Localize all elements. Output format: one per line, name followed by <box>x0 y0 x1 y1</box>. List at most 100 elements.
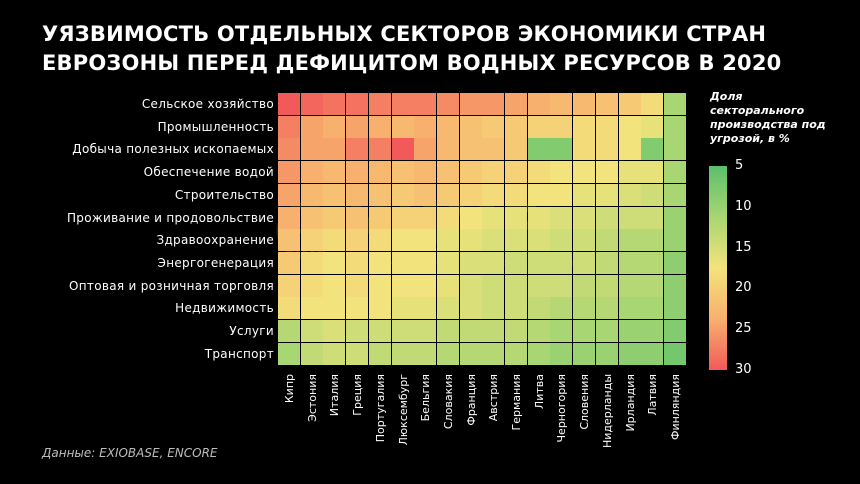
heatmap-cell <box>663 229 686 252</box>
heatmap-cell <box>459 274 482 297</box>
column-label: Португалия <box>373 374 387 443</box>
heatmap-cell <box>278 93 301 116</box>
heatmap-cell <box>436 115 459 138</box>
heatmap-cell <box>368 161 391 184</box>
heatmap-cell <box>436 93 459 116</box>
heatmap-cell <box>368 274 391 297</box>
heatmap-cell <box>459 206 482 229</box>
column-label: Кипр <box>283 374 296 404</box>
heatmap-cell <box>323 320 346 343</box>
heatmap-cell <box>459 320 482 343</box>
heatmap-cell <box>663 206 686 229</box>
heatmap-cell <box>663 183 686 206</box>
column-label: Греция <box>351 374 365 416</box>
heatmap-cell <box>300 342 323 365</box>
heatmap-cell <box>414 138 437 161</box>
heatmap-cell <box>618 206 641 229</box>
heatmap-cell <box>391 161 414 184</box>
heatmap-cell <box>436 320 459 343</box>
heatmap-cell <box>505 93 528 116</box>
heatmap-cell <box>550 229 573 252</box>
heatmap-cell <box>300 274 323 297</box>
column-label: Франция <box>464 374 478 426</box>
heatmap-cell <box>595 115 618 138</box>
column-label: Бельгия <box>419 374 433 422</box>
heatmap-cell <box>482 274 505 297</box>
heatmap-cell <box>278 251 301 274</box>
heatmap-cell <box>505 183 528 206</box>
heatmap-cell <box>459 229 482 252</box>
heatmap-cell <box>323 342 346 365</box>
heatmap-cell <box>618 342 641 365</box>
heatmap-cell <box>346 274 369 297</box>
heatmap-cell <box>300 183 323 206</box>
heatmap-cell <box>550 138 573 161</box>
heatmap-cell <box>323 274 346 297</box>
column-label: Словения <box>578 374 592 430</box>
heatmap-cell <box>618 251 641 274</box>
heatmap-cell <box>663 320 686 343</box>
heatmap-cell <box>641 161 664 184</box>
heatmap-cell <box>482 115 505 138</box>
heatmap-cell <box>482 93 505 116</box>
colorbar-tick-label: 30 <box>735 362 752 377</box>
heatmap-cell <box>414 297 437 320</box>
heatmap-cell <box>595 183 618 206</box>
heatmap-cell <box>278 183 301 206</box>
heatmap-cell <box>573 251 596 274</box>
heatmap-cell <box>663 297 686 320</box>
heatmap-cell <box>505 229 528 252</box>
heatmap-cell <box>414 93 437 116</box>
row-label: Здравоохранение <box>156 233 274 248</box>
heatmap-cell <box>323 229 346 252</box>
heatmap-cell <box>641 183 664 206</box>
heatmap-cell <box>414 115 437 138</box>
heatmap-cell <box>391 297 414 320</box>
heatmap-cell <box>527 251 550 274</box>
column-label: Австрия <box>487 374 501 422</box>
heatmap-cell <box>414 183 437 206</box>
heatmap-cell <box>414 251 437 274</box>
heatmap-cell <box>641 251 664 274</box>
column-label: Люксембург <box>396 374 410 446</box>
heatmap-cell <box>573 297 596 320</box>
heatmap-cell <box>663 93 686 116</box>
row-label: Проживание и продовольствие <box>66 210 274 225</box>
heatmap-cell <box>527 183 550 206</box>
heatmap-cell <box>595 274 618 297</box>
heatmap-cell <box>550 251 573 274</box>
heatmap-cell <box>595 161 618 184</box>
colorbar-tick-label: 5 <box>735 158 744 173</box>
heatmap-cell <box>368 206 391 229</box>
heatmap-cell <box>323 115 346 138</box>
heatmap-cell <box>436 138 459 161</box>
heatmap-cell <box>505 115 528 138</box>
heatmap-cell <box>641 138 664 161</box>
heatmap-cell <box>391 183 414 206</box>
heatmap-cell <box>550 320 573 343</box>
row-label: Недвижимость <box>175 301 274 316</box>
colorbar <box>709 166 727 370</box>
heatmap-cell <box>300 93 323 116</box>
heatmap-cell <box>527 161 550 184</box>
heatmap-cell <box>459 342 482 365</box>
heatmap-cell <box>527 229 550 252</box>
heatmap-cell <box>550 342 573 365</box>
heatmap-cell <box>618 138 641 161</box>
heatmap-cell <box>573 206 596 229</box>
heatmap-cell <box>618 93 641 116</box>
heatmap-cell <box>482 297 505 320</box>
heatmap-cell <box>346 229 369 252</box>
heatmap-cell <box>278 115 301 138</box>
heatmap-cell <box>278 229 301 252</box>
heatmap-cell <box>459 183 482 206</box>
heatmap-cell <box>323 251 346 274</box>
heatmap-cell <box>505 320 528 343</box>
heatmap-cell <box>505 138 528 161</box>
heatmap-cell <box>436 183 459 206</box>
heatmap-cell <box>414 206 437 229</box>
chart-title: Уязвимость отдельных секторов экономики … <box>42 20 782 78</box>
row-label: Услуги <box>229 324 274 338</box>
heatmap-cell <box>573 183 596 206</box>
heatmap-cell <box>278 161 301 184</box>
